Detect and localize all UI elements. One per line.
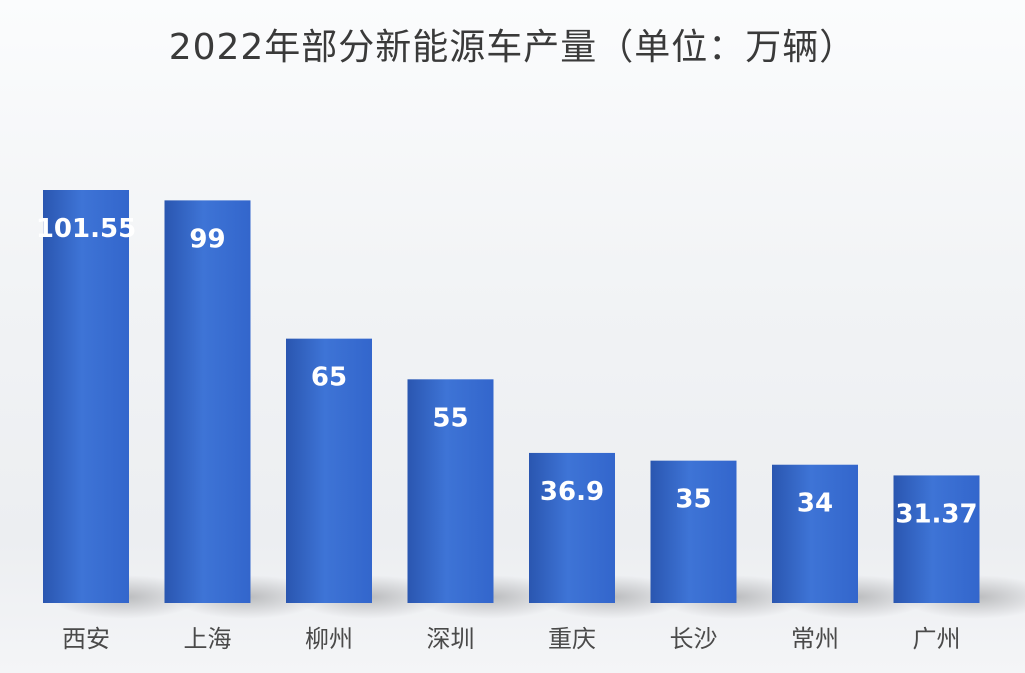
category-label: 长沙	[670, 625, 718, 653]
value-label: 35	[675, 485, 711, 515]
bar-西安	[43, 190, 129, 603]
bar-长沙	[650, 460, 737, 603]
value-label: 55	[432, 403, 468, 433]
value-label: 31.37	[895, 499, 977, 529]
value-labels: 101.55 99 65 55 36.9 35 34 31.37	[36, 214, 978, 529]
category-label: 广州	[913, 625, 961, 653]
bar-柳州	[286, 338, 372, 603]
value-label: 99	[189, 224, 225, 254]
value-label: 101.55	[36, 214, 136, 244]
category-label: 常州	[791, 625, 839, 653]
value-label: 34	[797, 489, 833, 519]
category-label: 柳州	[305, 625, 353, 653]
value-label: 65	[311, 363, 347, 393]
category-labels: 西安 上海 柳州 深圳 重庆 长沙 常州 广州	[62, 625, 961, 653]
bar-深圳	[407, 379, 494, 603]
bar-series	[43, 190, 980, 603]
category-label: 上海	[184, 625, 232, 653]
category-label: 西安	[62, 625, 110, 653]
bar-常州	[772, 464, 858, 603]
category-label: 重庆	[548, 625, 596, 653]
bar-广州	[893, 475, 980, 603]
bar-重庆	[529, 452, 615, 603]
bar-上海	[164, 200, 251, 603]
value-label: 36.9	[540, 477, 604, 507]
category-label: 深圳	[427, 625, 475, 653]
chart-title: 2022年部分新能源车产量（单位：万辆）	[168, 27, 857, 68]
